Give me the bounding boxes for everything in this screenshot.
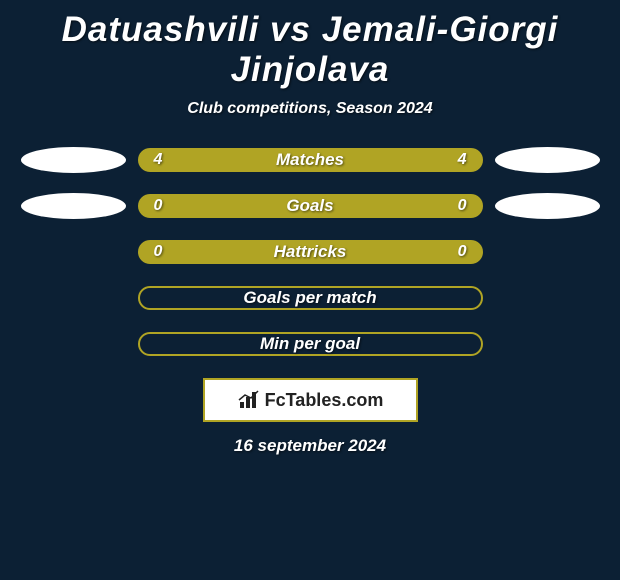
stat-bar: 4Matches4	[138, 148, 483, 172]
stat-row: Goals per match	[0, 286, 620, 310]
stat-label: Matches	[140, 150, 481, 170]
comparison-panel: Datuashvili vs Jemali-Giorgi Jinjolava C…	[0, 0, 620, 580]
date-text: 16 september 2024	[0, 436, 620, 456]
chart-icon	[237, 390, 261, 410]
left-ellipse-icon	[21, 193, 126, 219]
subtitle: Club competitions, Season 2024	[0, 100, 620, 118]
stat-label: Goals	[140, 196, 481, 216]
stat-bar: Goals per match	[138, 286, 483, 310]
stat-right-value: 4	[458, 151, 467, 169]
logo-text: FcTables.com	[265, 390, 384, 411]
right-ellipse-icon	[495, 147, 600, 173]
stat-row: 4Matches4	[0, 148, 620, 172]
page-title: Datuashvili vs Jemali-Giorgi Jinjolava	[0, 0, 620, 90]
stat-label: Min per goal	[140, 334, 481, 354]
logo-box: FcTables.com	[203, 378, 418, 422]
right-ellipse-icon	[495, 193, 600, 219]
stat-rows: 4Matches40Goals00Hattricks0Goals per mat…	[0, 148, 620, 356]
stat-bar: 0Goals0	[138, 194, 483, 218]
stat-label: Hattricks	[140, 242, 481, 262]
stat-right-value: 0	[458, 197, 467, 215]
left-ellipse-icon	[21, 147, 126, 173]
stat-label: Goals per match	[140, 288, 481, 308]
stat-row: 0Goals0	[0, 194, 620, 218]
stat-row: Min per goal	[0, 332, 620, 356]
stat-row: 0Hattricks0	[0, 240, 620, 264]
stat-bar: 0Hattricks0	[138, 240, 483, 264]
stat-right-value: 0	[458, 243, 467, 261]
stat-bar: Min per goal	[138, 332, 483, 356]
